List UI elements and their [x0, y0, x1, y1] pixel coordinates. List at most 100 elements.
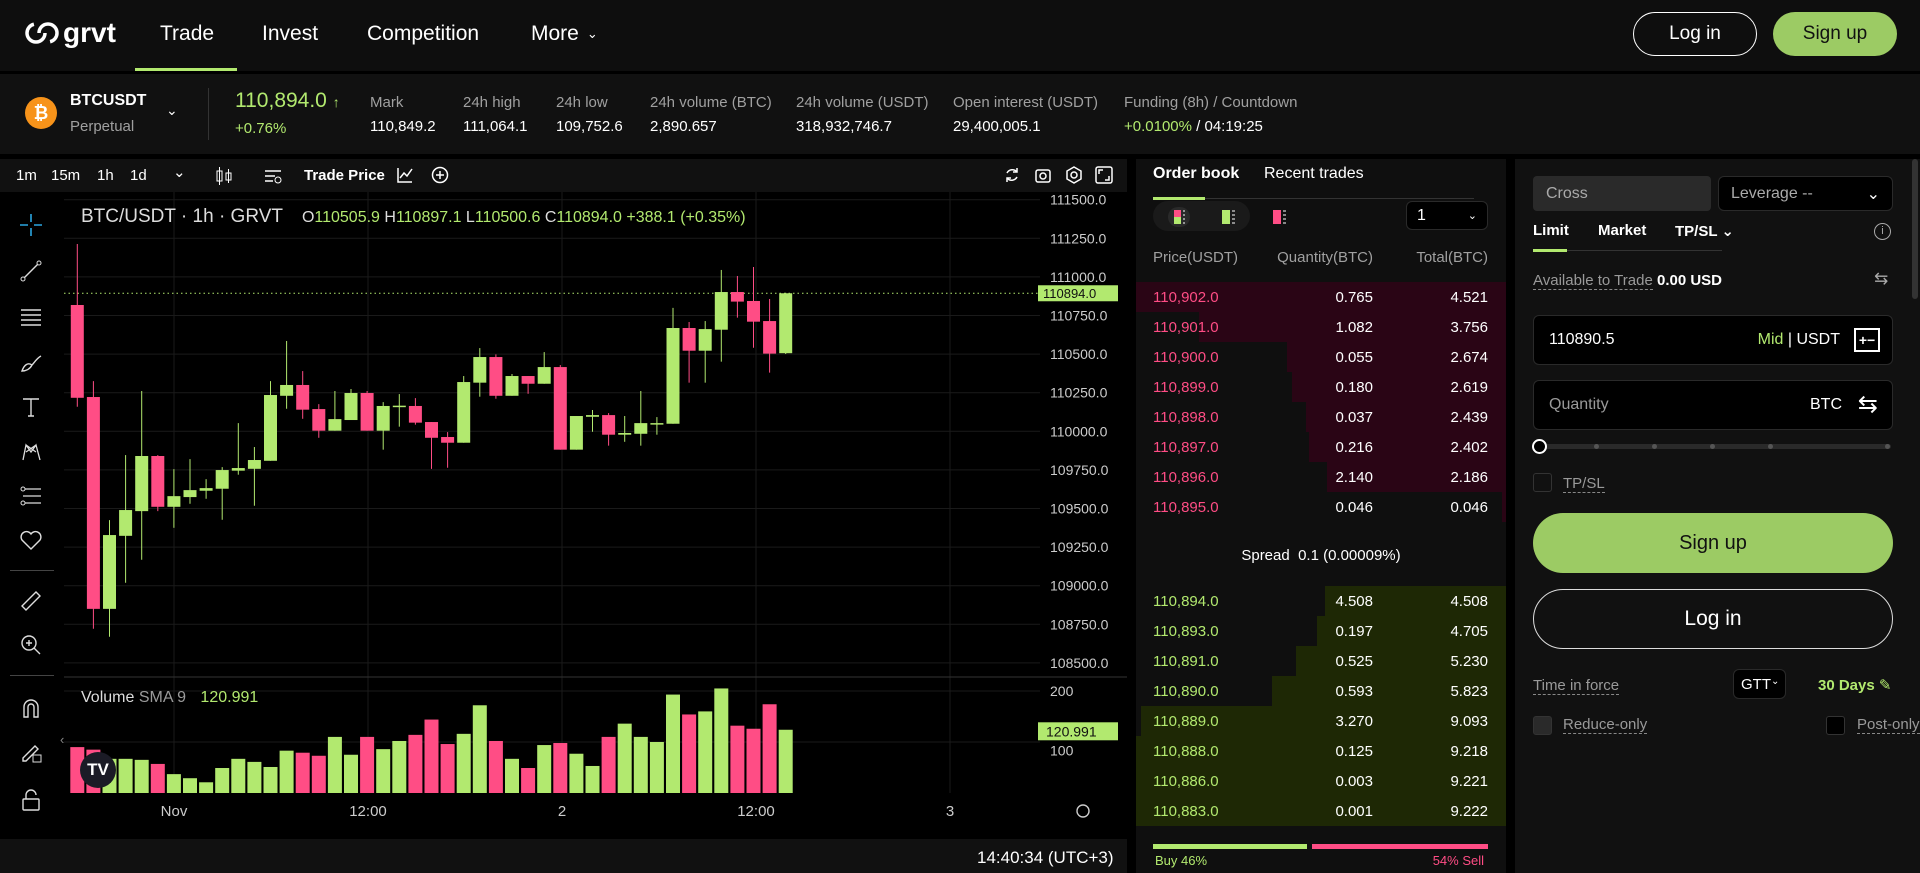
grvt-logo-icon — [25, 22, 59, 44]
book-asks-icon[interactable] — [1269, 207, 1291, 227]
ask-row[interactable]: 110,900.0 0.055 2.674 — [1136, 342, 1506, 372]
chart-settings-icon[interactable] — [1076, 804, 1090, 818]
ask-row[interactable]: 110,902.0 0.765 4.521 — [1136, 282, 1506, 312]
line-chart-icon[interactable] — [396, 166, 414, 184]
volume-bar — [360, 736, 375, 793]
ask-row[interactable]: 110,896.0 2.140 2.186 — [1136, 462, 1506, 492]
ask-row[interactable]: 110,897.0 0.216 2.402 — [1136, 432, 1506, 462]
volume-bar — [408, 734, 423, 793]
ask-row[interactable]: 110,898.0 0.037 2.439 — [1136, 402, 1506, 432]
crosshair-icon[interactable] — [20, 214, 44, 238]
heart-icon[interactable] — [20, 529, 44, 553]
bid-row[interactable]: 110,883.0 0.001 9.222 — [1136, 796, 1506, 826]
refresh-icon[interactable] — [1003, 166, 1021, 184]
bid-row[interactable]: 110,894.0 4.508 4.508 — [1136, 586, 1506, 616]
slider-tick — [1710, 444, 1715, 449]
candles-icon[interactable] — [215, 166, 233, 186]
price-type-selector[interactable]: Trade Price — [304, 167, 385, 184]
bid-row[interactable]: 110,893.0 0.197 4.705 — [1136, 616, 1506, 646]
margin-mode-cross[interactable]: Cross — [1533, 176, 1711, 211]
info-icon[interactable]: i — [1874, 223, 1891, 240]
chart-area[interactable] — [0, 192, 1127, 839]
tab-market[interactable]: Market — [1598, 222, 1647, 239]
price-chart[interactable]: 111500.0 111250.0 111000.0 110750.0 110500.0… — [0, 0, 1127, 873]
swap-unit-icon[interactable]: ⇆ — [1857, 391, 1878, 418]
reduce-only-checkbox[interactable] — [1533, 716, 1552, 735]
tab-order-book[interactable]: Order book — [1153, 165, 1240, 182]
plus-minus-icon[interactable]: +− — [1854, 328, 1880, 352]
camera-icon[interactable] — [1034, 166, 1052, 184]
tpsl-checkbox[interactable] — [1533, 473, 1552, 492]
symbol-chevron-down-icon[interactable]: ⌄ — [166, 102, 178, 118]
quantity-input[interactable]: Quantity BTC ⇆ — [1533, 380, 1893, 430]
magnet-icon[interactable] — [20, 697, 44, 721]
book-both-icon[interactable] — [1168, 207, 1190, 227]
slider-handle[interactable] — [1532, 439, 1547, 454]
nav-trade[interactable]: Trade — [160, 22, 215, 45]
book-bids-icon[interactable] — [1218, 207, 1240, 227]
row-total: 2.402 — [1450, 439, 1488, 456]
ask-row[interactable]: 110,895.0 0.046 0.046 — [1136, 492, 1506, 522]
signup-button[interactable]: Sign up — [1773, 12, 1897, 56]
lock-drawing-icon[interactable] — [20, 741, 44, 765]
interval-1h[interactable]: 1h — [97, 167, 114, 184]
ask-row[interactable]: 110,901.0 1.082 3.756 — [1136, 312, 1506, 342]
brush-icon[interactable] — [20, 351, 44, 375]
ruler-icon[interactable] — [20, 590, 44, 614]
login-order-button[interactable]: Log in — [1533, 589, 1893, 649]
nav-active-underline — [135, 68, 237, 71]
row-quantity: 0.001 — [1335, 803, 1373, 820]
swap-icon[interactable]: ⇆ — [1874, 269, 1889, 288]
ask-row[interactable]: 110,899.0 0.180 2.619 — [1136, 372, 1506, 402]
pattern-icon[interactable] — [20, 441, 44, 465]
bid-row[interactable]: 110,889.0 3.270 9.093 — [1136, 706, 1506, 736]
horizontal-lines-icon[interactable] — [20, 306, 44, 330]
symbol[interactable]: BTCUSDT — [70, 92, 147, 109]
logo[interactable]: grvt — [25, 16, 116, 50]
login-button[interactable]: Log in — [1633, 12, 1757, 56]
tab-limit[interactable]: Limit — [1533, 222, 1569, 239]
candle-body — [344, 393, 358, 421]
scrollbar[interactable] — [1912, 159, 1918, 299]
interval-chevron-down-icon[interactable]: ⌄ — [173, 164, 186, 181]
zoom-in-icon[interactable] — [20, 634, 44, 658]
candle-body — [714, 292, 728, 330]
bid-row[interactable]: 110,890.0 0.593 5.823 — [1136, 676, 1506, 706]
fullscreen-icon[interactable] — [1095, 166, 1113, 184]
mid-button[interactable]: Mid — [1757, 331, 1784, 348]
signup-order-button[interactable]: Sign up — [1533, 513, 1893, 573]
volume-label: Volume — [81, 689, 135, 706]
depth-bar — [1198, 312, 1506, 342]
post-only-checkbox[interactable] — [1826, 716, 1845, 735]
row-total: 9.221 — [1450, 773, 1488, 790]
bid-row[interactable]: 110,886.0 0.003 9.221 — [1136, 766, 1506, 796]
fib-icon[interactable] — [20, 485, 44, 509]
funding-value: +0.0100% / 04:19:25 — [1124, 118, 1263, 135]
nav-invest[interactable]: Invest — [262, 22, 319, 45]
settings-icon[interactable] — [1065, 166, 1083, 184]
tab-recent-trades[interactable]: Recent trades — [1264, 165, 1364, 182]
expiry-days[interactable]: 30 Days ✎ — [1818, 676, 1891, 694]
interval-1m[interactable]: 1m — [16, 167, 37, 184]
text-icon[interactable] — [20, 396, 44, 420]
candle-body — [650, 423, 664, 425]
leverage-select[interactable]: Leverage -- ⌄ — [1718, 176, 1893, 211]
bid-row[interactable]: 110,891.0 0.525 5.230 — [1136, 646, 1506, 676]
price-input[interactable]: 110890.5 Mid | USDT +− — [1533, 315, 1893, 365]
nav-competition[interactable]: Competition — [367, 22, 480, 45]
add-indicator-icon[interactable] — [431, 166, 449, 184]
interval-15m[interactable]: 15m — [51, 167, 81, 184]
indicators-icon[interactable] — [263, 167, 283, 185]
clock[interactable]: 14:40:34 (UTC+3) — [977, 848, 1114, 867]
tab-tpsl[interactable]: TP/SL ⌄ — [1675, 222, 1734, 240]
price-group-select[interactable]: 1 ⌄ — [1406, 201, 1488, 230]
collapse-toolbar-icon[interactable]: ‹ — [60, 732, 65, 747]
unlock-icon[interactable] — [20, 789, 44, 813]
tradingview-logo[interactable]: TV — [80, 752, 116, 788]
candle-body — [199, 488, 213, 491]
bid-row[interactable]: 110,888.0 0.125 9.218 — [1136, 736, 1506, 766]
nav-more[interactable]: More ⌄ — [531, 22, 598, 46]
time-in-force-select[interactable]: GTT ⌄ — [1733, 669, 1786, 699]
trend-line-icon[interactable] — [20, 260, 44, 284]
interval-1d[interactable]: 1d — [130, 167, 147, 184]
